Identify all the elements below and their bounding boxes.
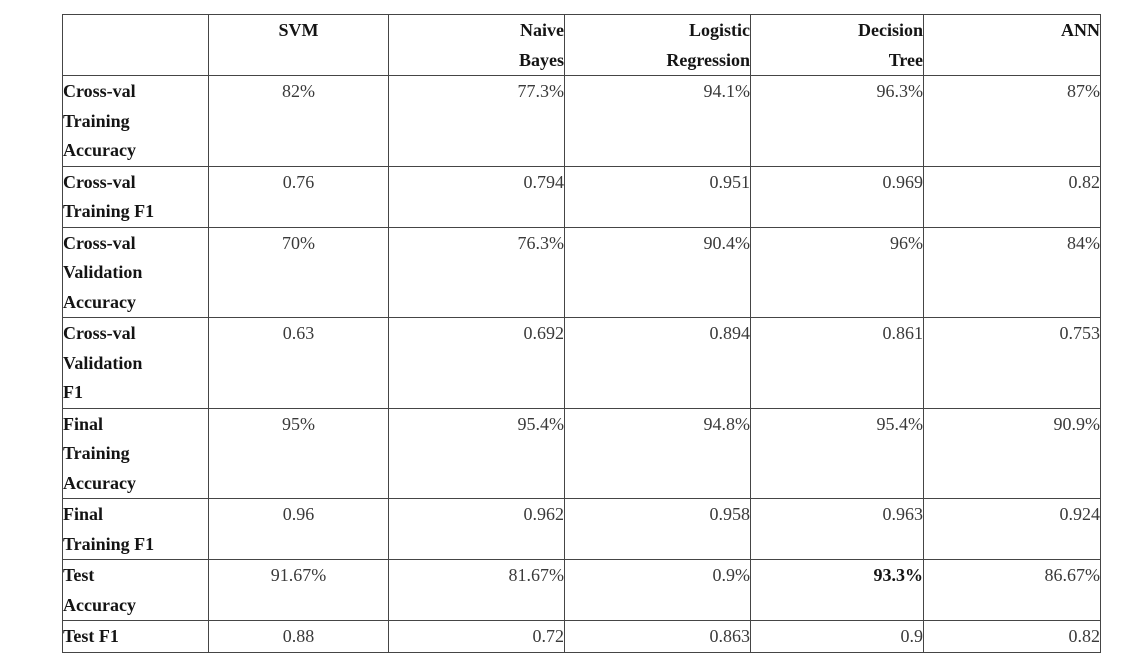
value-cell: 0.76 [208, 165, 389, 228]
value-cell: 0.9% [564, 559, 751, 621]
value-cell: 0.963 [750, 498, 924, 560]
table-row: Cross-val Training F1 0.76 0.794 0.951 0… [62, 165, 1101, 228]
table-row: Test Accuracy 91.67% 81.67% 0.9% 93.3% 8… [62, 559, 1101, 621]
value-cell: 0.82 [923, 165, 1101, 228]
value-cell: 95% [208, 407, 389, 499]
value-cell: 96% [750, 226, 924, 318]
value-cell: 82% [208, 75, 389, 167]
value-cell: 77.3% [388, 75, 565, 167]
value-cell: 0.951 [564, 165, 751, 228]
value-cell: 0.96 [208, 498, 389, 560]
value-cell: 84% [923, 226, 1101, 318]
row-label: Cross-val Validation Accuracy [62, 226, 209, 318]
value-cell: 95.4% [750, 407, 924, 499]
value-cell: 0.861 [750, 317, 924, 409]
value-cell: 94.1% [564, 75, 751, 167]
value-cell: 91.67% [208, 559, 389, 621]
column-header-logistic-regression: Logistic Regression [564, 14, 751, 76]
row-label: Final Training F1 [62, 498, 209, 560]
value-cell: 0.863 [564, 620, 751, 653]
value-cell: 81.67% [388, 559, 565, 621]
column-header-decision-tree: Decision Tree [750, 14, 924, 76]
value-cell: 0.88 [208, 620, 389, 653]
row-label: Cross-val Validation F1 [62, 317, 209, 409]
value-cell: 96.3% [750, 75, 924, 167]
value-cell: 0.692 [388, 317, 565, 409]
table-row: Cross-val Validation F1 0.63 0.692 0.894… [62, 317, 1101, 409]
row-label: Final Training Accuracy [62, 407, 209, 499]
table-row: Test F1 0.88 0.72 0.863 0.9 0.82 [62, 620, 1101, 653]
value-cell: 94.8% [564, 407, 751, 499]
column-header-blank [62, 14, 209, 76]
value-cell: 0.63 [208, 317, 389, 409]
row-label: Cross-val Training F1 [62, 165, 209, 228]
value-cell: 76.3% [388, 226, 565, 318]
value-cell: 87% [923, 75, 1101, 167]
value-cell: 0.794 [388, 165, 565, 228]
value-cell: 95.4% [388, 407, 565, 499]
header-row: SVM Naive Bayes Logistic Regression Deci… [62, 14, 1101, 76]
table-row: Final Training F1 0.96 0.962 0.958 0.963… [62, 498, 1101, 560]
value-cell: 0.962 [388, 498, 565, 560]
row-label: Test F1 [62, 620, 209, 653]
value-cell: 90.9% [923, 407, 1101, 499]
value-cell: 0.72 [388, 620, 565, 653]
value-cell-emphasized: 93.3% [750, 559, 924, 621]
table-row: Final Training Accuracy 95% 95.4% 94.8% … [62, 407, 1101, 499]
value-cell: 70% [208, 226, 389, 318]
model-comparison-table: SVM Naive Bayes Logistic Regression Deci… [62, 14, 1101, 653]
column-header-svm: SVM [208, 14, 389, 76]
value-cell: 0.894 [564, 317, 751, 409]
row-label: Cross-val Training Accuracy [62, 75, 209, 167]
value-cell: 0.753 [923, 317, 1101, 409]
value-cell: 86.67% [923, 559, 1101, 621]
value-cell: 0.9 [750, 620, 924, 653]
value-cell: 90.4% [564, 226, 751, 318]
value-cell: 0.82 [923, 620, 1101, 653]
column-header-naive-bayes: Naive Bayes [388, 14, 565, 76]
value-cell: 0.958 [564, 498, 751, 560]
table-row: Cross-val Validation Accuracy 70% 76.3% … [62, 226, 1101, 318]
row-label: Test Accuracy [62, 559, 209, 621]
table-row: Cross-val Training Accuracy 82% 77.3% 94… [62, 75, 1101, 167]
results-table-container: SVM Naive Bayes Logistic Regression Deci… [62, 14, 1101, 653]
column-header-ann: ANN [923, 14, 1101, 76]
value-cell: 0.969 [750, 165, 924, 228]
value-cell: 0.924 [923, 498, 1101, 560]
